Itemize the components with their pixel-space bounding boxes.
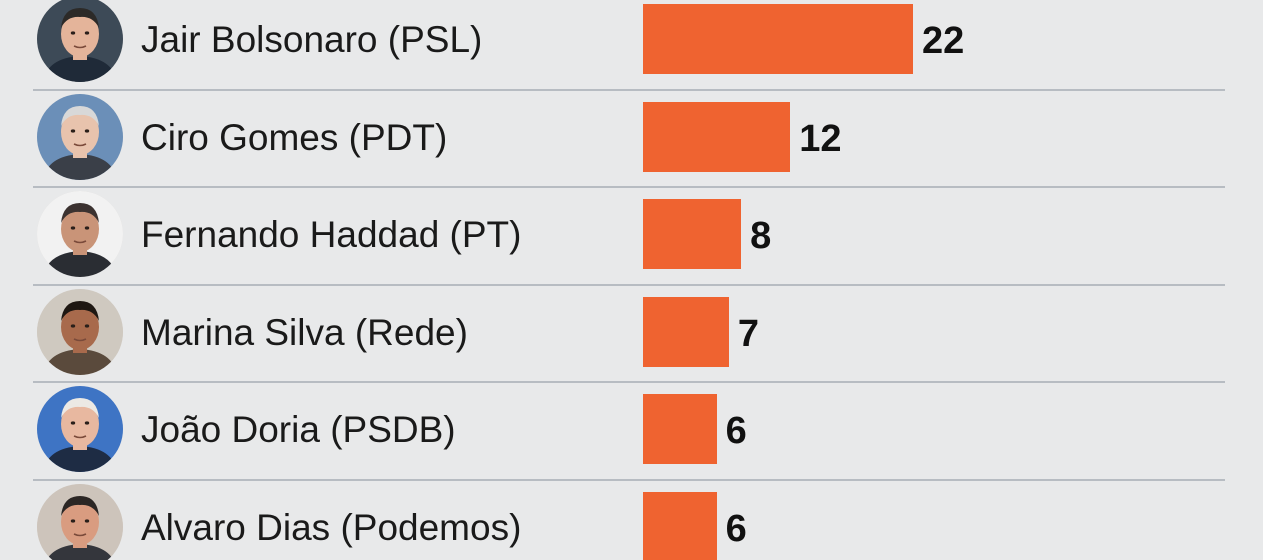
row-divider [33, 186, 1225, 189]
chart-row: Fernando Haddad (PT) 8 [33, 187, 1225, 284]
alvaro-dias-portrait-icon [37, 484, 123, 560]
data-label: 6 [725, 410, 747, 453]
data-label: 7 [737, 312, 760, 355]
chart-row: Alvaro Dias (Podemos) 6 [33, 480, 1225, 560]
data-label: 12 [799, 117, 842, 160]
row-divider [33, 88, 1225, 91]
chart-row: Ciro Gomes (PDT) 12 [33, 90, 1225, 187]
chart-row: Jair Bolsonaro (PSL) 22 [33, 0, 1225, 89]
candidate-name: Fernando Haddad (PT) [141, 214, 522, 256]
chart-bar [643, 296, 729, 367]
chart-bar [643, 101, 791, 172]
marina-silva-portrait-icon [37, 288, 123, 375]
joao-doria-portrait-icon [37, 386, 123, 473]
chart-bar [643, 4, 913, 74]
row-divider [33, 283, 1225, 286]
fernando-haddad-portrait-icon [37, 191, 123, 278]
chart-bar [643, 492, 717, 560]
candidate-name: Alvaro Dias (Podemos) [141, 507, 522, 548]
jair-bolsonaro-portrait-icon [37, 0, 123, 82]
data-label: 8 [750, 215, 772, 258]
ciro-gomes-portrait-icon [37, 93, 123, 180]
candidate-name: Jair Bolsonaro (PSL) [141, 19, 483, 60]
candidate-name: Marina Silva (Rede) [141, 311, 468, 353]
chart-row: Marina Silva (Rede) 7 [33, 285, 1225, 382]
data-label: 6 [725, 508, 747, 550]
row-divider [33, 381, 1225, 384]
chart-bar [643, 394, 717, 465]
data-label: 22 [921, 20, 965, 62]
row-divider [33, 479, 1225, 481]
chart-bar [643, 199, 742, 270]
chart-row: João Doria (PSDB) 6 [33, 382, 1225, 479]
candidate-name: Ciro Gomes (PDT) [141, 116, 448, 158]
candidate-name: João Doria (PSDB) [141, 409, 456, 451]
